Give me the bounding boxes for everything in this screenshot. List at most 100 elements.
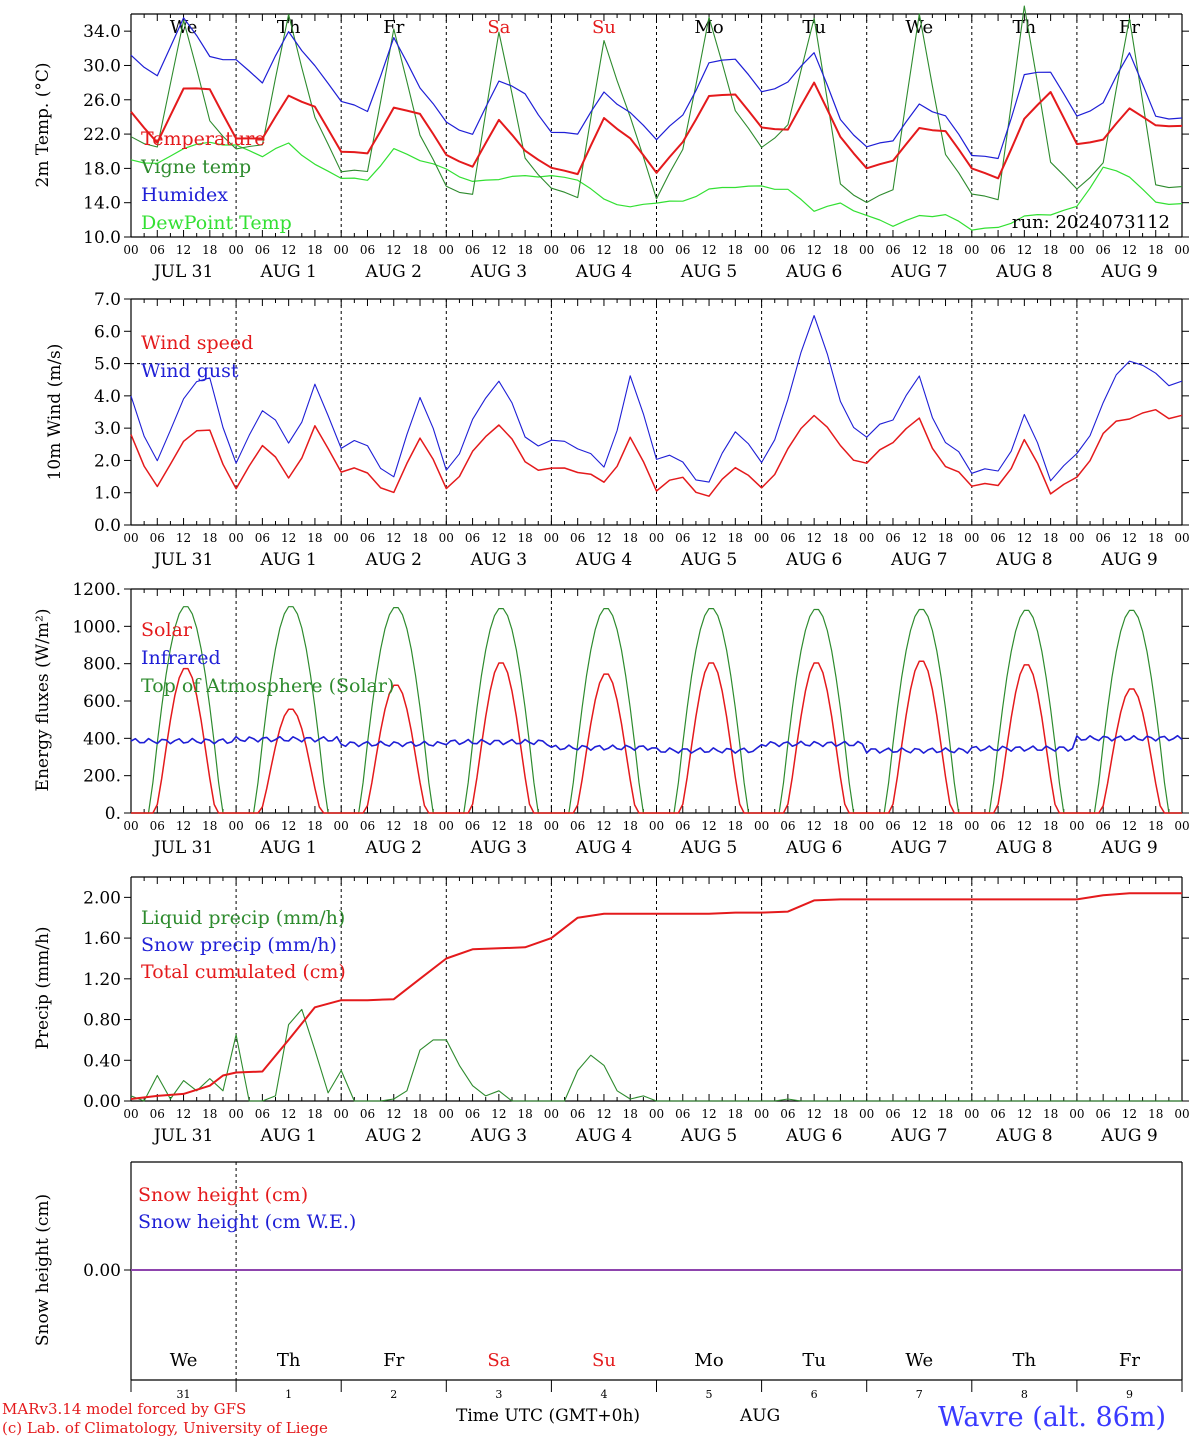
panel-4-date-label: JUL 31 [152, 1126, 213, 1146]
panel-5-weekday-label: Tu [802, 1350, 826, 1371]
panel-3-ylabel: Energy fluxes (W/m²) [33, 609, 53, 792]
panel-4-hour-label: 12 [912, 1107, 927, 1121]
panel-3-hour-label: 12 [912, 819, 927, 833]
panel-2-ytick-label: 1.0 [94, 484, 121, 504]
wind-gust-line [130, 315, 1183, 483]
dewpoint-line [130, 141, 1183, 231]
panel-2-ytick-label: 4.0 [94, 387, 121, 407]
panel-1-ytick-label: 10.0 [83, 228, 121, 248]
panel-1-hour-label: 18 [517, 243, 532, 257]
panel-1-date-label: JUL 31 [152, 262, 213, 282]
panel-4-hour-label: 00 [859, 1107, 874, 1121]
panel-5-day-number: 4 [600, 1388, 607, 1401]
panel-5-legend-blue: Snow height (cm W.E.) [138, 1211, 356, 1233]
panel-1-hour-label: 18 [1043, 243, 1058, 257]
panel-5-weekday-label: We [905, 1350, 933, 1371]
panel-2-date-label: AUG 9 [1100, 550, 1157, 570]
panel-4-date-label: AUG 2 [365, 1126, 422, 1146]
panel-1-hour-label: 00 [1069, 243, 1084, 257]
panel-3-date-label: AUG 3 [470, 838, 527, 858]
panel-3-hour-label: 06 [780, 819, 795, 833]
panel-1-hour-label: 00 [544, 243, 559, 257]
panel-5-weekday-label: Fr [1119, 1350, 1140, 1371]
panel-3-hour-label: 12 [701, 819, 716, 833]
panel-2-hour-label: 06 [255, 531, 270, 545]
panel-3-hour-label: 12 [1122, 819, 1137, 833]
panel-3-hour-label: 12 [807, 819, 822, 833]
panel-1-legend-red: Temperature [141, 128, 265, 150]
panel-3-hour-label: 00 [439, 819, 454, 833]
panel-3-legend-red: Solar [141, 619, 193, 641]
panel-1-hour-label: 00 [964, 243, 979, 257]
panel-2-date-label: AUG 5 [680, 550, 737, 570]
panel-1-hour-label: 00 [334, 243, 349, 257]
panel-2-hour-label: 00 [1174, 531, 1189, 545]
panel-4-hour-label: 12 [281, 1107, 296, 1121]
panel-2-hour-label: 06 [465, 531, 480, 545]
panel-2-hour-label: 18 [833, 531, 848, 545]
solar-line [131, 660, 1182, 814]
panel-4-hour-label: 06 [360, 1107, 375, 1121]
panel-3-date-label: AUG 6 [785, 838, 842, 858]
panel-2-date-label: AUG 4 [575, 550, 632, 570]
panel-5-day-number: 3 [495, 1388, 502, 1401]
panel-2-hour-label: 12 [1017, 531, 1032, 545]
panel-5-day-number: 5 [706, 1388, 713, 1401]
panel-2-hour-label: 18 [1043, 531, 1058, 545]
panel-3-ytick-label: 1200. [72, 580, 121, 600]
panel-4-hour-label: 06 [885, 1107, 900, 1121]
panel-1-weekday-label: Th [1013, 17, 1037, 38]
panel-4-date-label: AUG 9 [1100, 1126, 1157, 1146]
panel-4-hour-label: 12 [596, 1107, 611, 1121]
panel-4-hour-label: 18 [728, 1107, 743, 1121]
panel-1-hour-label: 18 [1148, 243, 1163, 257]
panel-2-hour-label: 12 [176, 531, 191, 545]
panel-3-hour-label: 18 [202, 819, 217, 833]
panel-5-weekday-label: Su [592, 1350, 616, 1371]
panel-2-hour-label: 06 [885, 531, 900, 545]
panel-1-weekday-label: Fr [383, 17, 404, 38]
panel-2-ytick-label: 5.0 [94, 355, 121, 375]
panel-4-hour-label: 18 [938, 1107, 953, 1121]
infrared-line [130, 734, 1183, 754]
panel-1-hour-label: 12 [491, 243, 506, 257]
temperature-line [130, 81, 1183, 180]
panel-1-legend-blue: Humidex [141, 184, 228, 206]
panel-4-ytick-label: 0.40 [83, 1051, 121, 1071]
panel-3-hour-label: 12 [1017, 819, 1032, 833]
panel-5-ytick-label: 0.00 [83, 1261, 121, 1281]
panel-1-hour-label: 06 [780, 243, 795, 257]
panel-2-hour-label: 12 [1122, 531, 1137, 545]
panel-2-hour-label: 06 [570, 531, 585, 545]
panel-3-hour-label: 18 [412, 819, 427, 833]
panel-1-hour-label: 00 [123, 243, 138, 257]
panel-1-hour-label: 18 [938, 243, 953, 257]
panel-1-weekday-label: Tu [802, 17, 826, 38]
panel-3-hour-label: 06 [675, 819, 690, 833]
panel-4-hour-label: 18 [623, 1107, 638, 1121]
panel-1-ytick-label: 34.0 [83, 22, 121, 42]
panel-1-hour-label: 00 [754, 243, 769, 257]
panel-3-date-label: AUG 9 [1100, 838, 1157, 858]
panel-3-date-label: AUG 5 [680, 838, 737, 858]
panel-4-hour-label: 00 [649, 1107, 664, 1121]
month-label: AUG [740, 1406, 781, 1426]
panel-2-hour-label: 00 [544, 531, 559, 545]
panel-1-hour-label: 06 [990, 243, 1005, 257]
panel-4-hour-label: 00 [334, 1107, 349, 1121]
panel-4-hour-label: 12 [176, 1107, 191, 1121]
panel-3-hour-label: 18 [307, 819, 322, 833]
panel-1-ytick-label: 14.0 [83, 194, 121, 214]
panel-1-legend-green: Vigne temp [140, 156, 251, 178]
panel-1-ytick-label: 22.0 [83, 125, 121, 145]
panel-2-hour-label: 00 [228, 531, 243, 545]
total-cumulated-line [130, 892, 1182, 1100]
panel-3-date-label: AUG 4 [575, 838, 632, 858]
panel-2-ytick-label: 0.0 [94, 516, 121, 536]
panel-4-hour-label: 06 [1096, 1107, 1111, 1121]
panel-4-legend-red: Total cumulated (cm) [141, 961, 346, 983]
panel-1-hour-label: 12 [281, 243, 296, 257]
lab-credit: (c) Lab. of Climatology, University of L… [2, 1419, 328, 1437]
panel-2-hour-label: 18 [623, 531, 638, 545]
panel-3-hour-label: 12 [176, 819, 191, 833]
